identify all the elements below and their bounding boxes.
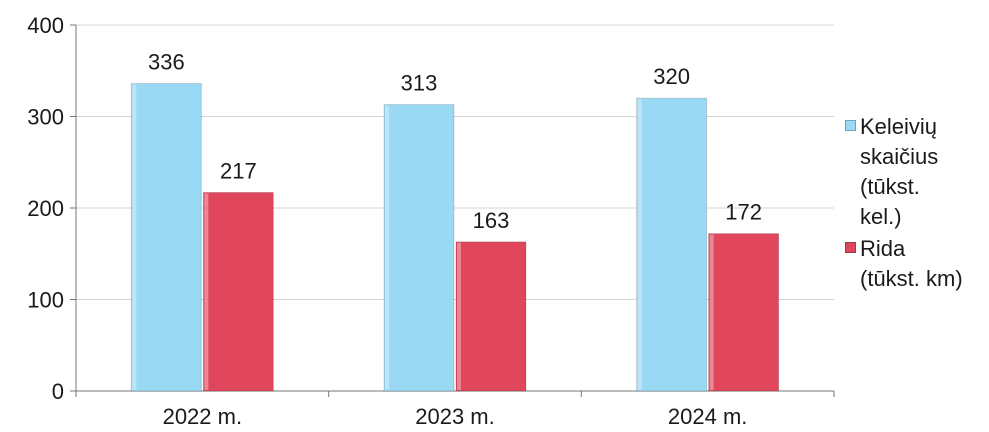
legend-label-rida: Rida (tūkst. km): [860, 234, 963, 294]
x-tick-label: 2024 m.: [668, 404, 748, 429]
legend-label-line: (tūkst.: [860, 174, 920, 199]
legend: Keleivių skaičius (tūkst. kel.) Rida (tū…: [845, 112, 985, 296]
y-tick-label: 400: [27, 13, 64, 38]
y-axis: 0 100 200 300 400: [27, 13, 77, 404]
bar: [383, 104, 455, 392]
x-axis: 2022 m. 2023 m. 2024 m.: [75, 390, 835, 429]
data-label: 172: [725, 200, 762, 225]
bar-highlight: [457, 242, 461, 390]
bar-highlight: [204, 193, 209, 390]
y-tick-label: 0: [52, 379, 64, 404]
x-tick-label: 2022 m.: [163, 404, 243, 429]
data-label: 320: [653, 64, 690, 89]
legend-swatch-keleiviu: [845, 120, 856, 131]
legend-label-line: kel.): [860, 204, 902, 229]
y-tick-label: 100: [27, 288, 64, 313]
bar-highlight: [385, 105, 389, 390]
y-tick-label: 200: [27, 196, 64, 221]
bar-highlight: [637, 99, 642, 390]
y-tick-label: 300: [27, 105, 64, 130]
bar-highlight: [709, 234, 714, 390]
legend-label-line: Rida: [860, 236, 906, 261]
bar: [130, 83, 202, 392]
legend-item-rida: Rida (tūkst. km): [845, 234, 985, 294]
legend-label-keleiviu: Keleivių skaičius (tūkst. kel.): [860, 112, 938, 232]
data-label: 163: [473, 208, 510, 233]
bar: [636, 97, 708, 392]
x-tick-label: 2023 m.: [415, 404, 495, 429]
data-label: 217: [220, 158, 257, 183]
bars: [130, 83, 780, 392]
data-labels: 336 313 320 217 163 172: [148, 50, 762, 233]
data-label: 336: [148, 50, 185, 75]
legend-item-keleiviu: Keleivių skaičius (tūkst. kel.): [845, 112, 985, 232]
bar-highlight: [132, 84, 137, 390]
legend-label-line: (tūkst. km): [860, 266, 963, 291]
bar: [455, 241, 527, 392]
data-label: 313: [401, 71, 438, 96]
legend-label-line: Keleivių: [860, 114, 938, 139]
legend-label-line: skaičius: [860, 144, 939, 169]
gridlines: [76, 24, 834, 300]
bar: [708, 233, 780, 392]
bar: [202, 191, 274, 392]
legend-swatch-rida: [845, 242, 856, 253]
